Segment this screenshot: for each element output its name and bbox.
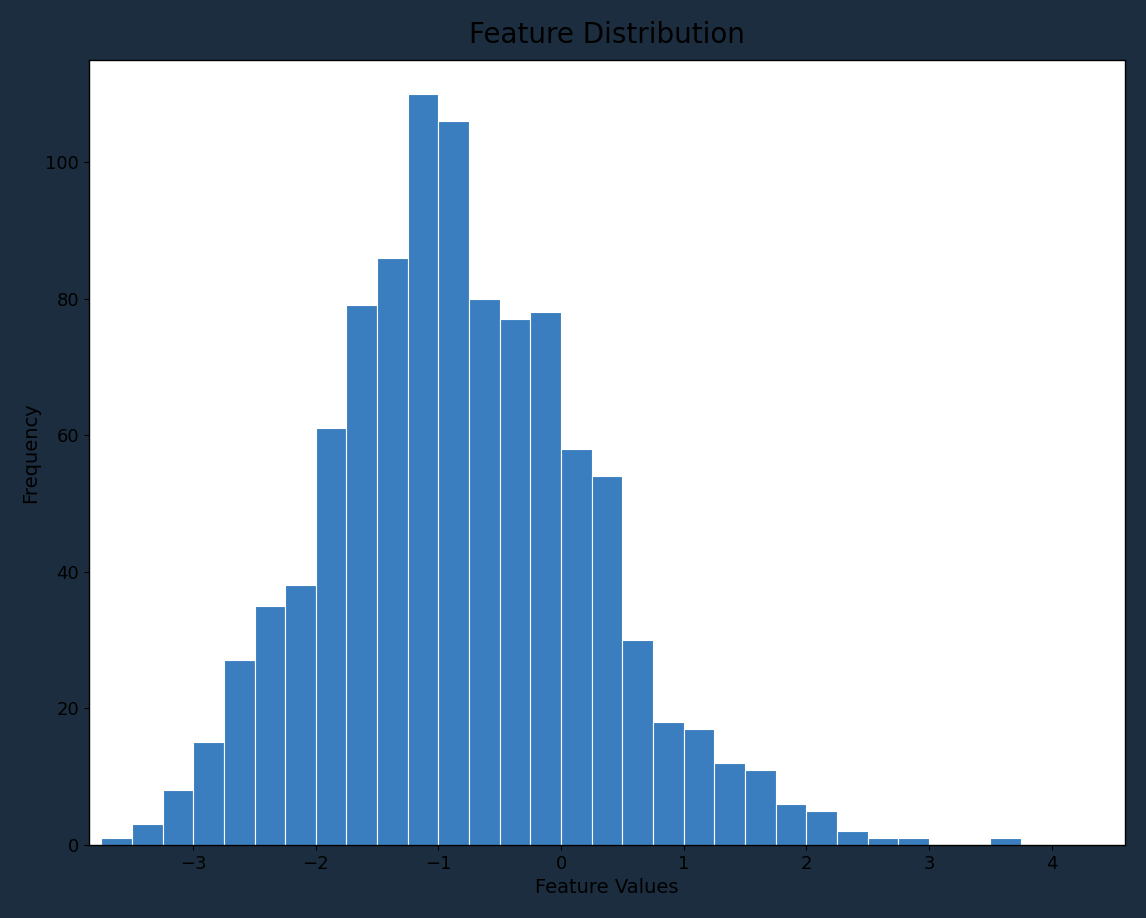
Bar — [439, 121, 469, 845]
Bar — [500, 319, 531, 845]
Bar — [408, 94, 439, 845]
Bar — [163, 790, 194, 845]
Y-axis label: Frequency: Frequency — [21, 402, 40, 502]
Bar — [776, 804, 807, 845]
Bar — [223, 660, 254, 845]
Bar — [531, 312, 562, 845]
X-axis label: Feature Values: Feature Values — [535, 879, 678, 897]
Title: Feature Distribution: Feature Distribution — [469, 21, 745, 49]
Bar — [194, 743, 223, 845]
Bar — [898, 838, 929, 845]
Bar — [622, 640, 653, 845]
Bar — [254, 606, 285, 845]
Bar — [714, 763, 745, 845]
Bar — [377, 258, 408, 845]
Bar — [684, 729, 714, 845]
Bar — [837, 831, 868, 845]
Bar — [807, 811, 837, 845]
Bar — [591, 476, 622, 845]
Bar — [346, 306, 377, 845]
Bar — [562, 449, 591, 845]
Bar — [990, 838, 1021, 845]
Bar — [653, 722, 684, 845]
Bar — [285, 586, 316, 845]
Bar — [101, 838, 132, 845]
Bar — [469, 298, 500, 845]
Bar — [132, 824, 163, 845]
Bar — [745, 770, 776, 845]
Bar — [868, 838, 898, 845]
Bar — [316, 429, 346, 845]
